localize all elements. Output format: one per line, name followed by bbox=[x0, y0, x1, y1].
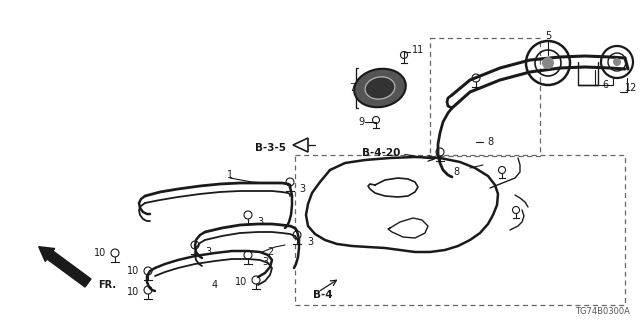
Text: 12: 12 bbox=[625, 83, 637, 93]
Bar bbox=[430, 38, 540, 156]
Text: 3: 3 bbox=[307, 237, 313, 247]
Circle shape bbox=[542, 57, 554, 69]
Ellipse shape bbox=[365, 77, 395, 99]
FancyArrow shape bbox=[39, 247, 91, 287]
Text: 10: 10 bbox=[127, 266, 139, 276]
Text: 3: 3 bbox=[257, 217, 263, 227]
Text: 10: 10 bbox=[127, 287, 139, 297]
Text: B-4: B-4 bbox=[313, 290, 333, 300]
Text: 10: 10 bbox=[235, 277, 247, 287]
Text: 10: 10 bbox=[94, 248, 106, 258]
Text: TG74B0300A: TG74B0300A bbox=[575, 308, 630, 316]
Text: 8: 8 bbox=[453, 167, 459, 177]
Text: 5: 5 bbox=[545, 31, 551, 41]
Text: 6: 6 bbox=[602, 80, 608, 90]
Text: 2: 2 bbox=[267, 247, 273, 257]
Text: FR.: FR. bbox=[98, 280, 116, 290]
Text: 3: 3 bbox=[205, 247, 211, 257]
Bar bbox=[295, 155, 625, 305]
Text: 11: 11 bbox=[412, 45, 424, 55]
Text: 1: 1 bbox=[227, 170, 233, 180]
Circle shape bbox=[613, 58, 621, 66]
Text: B-4-20: B-4-20 bbox=[362, 148, 400, 158]
Text: 9: 9 bbox=[358, 117, 364, 127]
Ellipse shape bbox=[354, 69, 406, 107]
Text: 8: 8 bbox=[487, 137, 493, 147]
Text: 3: 3 bbox=[299, 184, 305, 194]
Text: B-3-5: B-3-5 bbox=[255, 143, 285, 153]
Text: 3: 3 bbox=[262, 257, 268, 267]
Text: 7: 7 bbox=[349, 83, 355, 93]
Text: 4: 4 bbox=[212, 280, 218, 290]
